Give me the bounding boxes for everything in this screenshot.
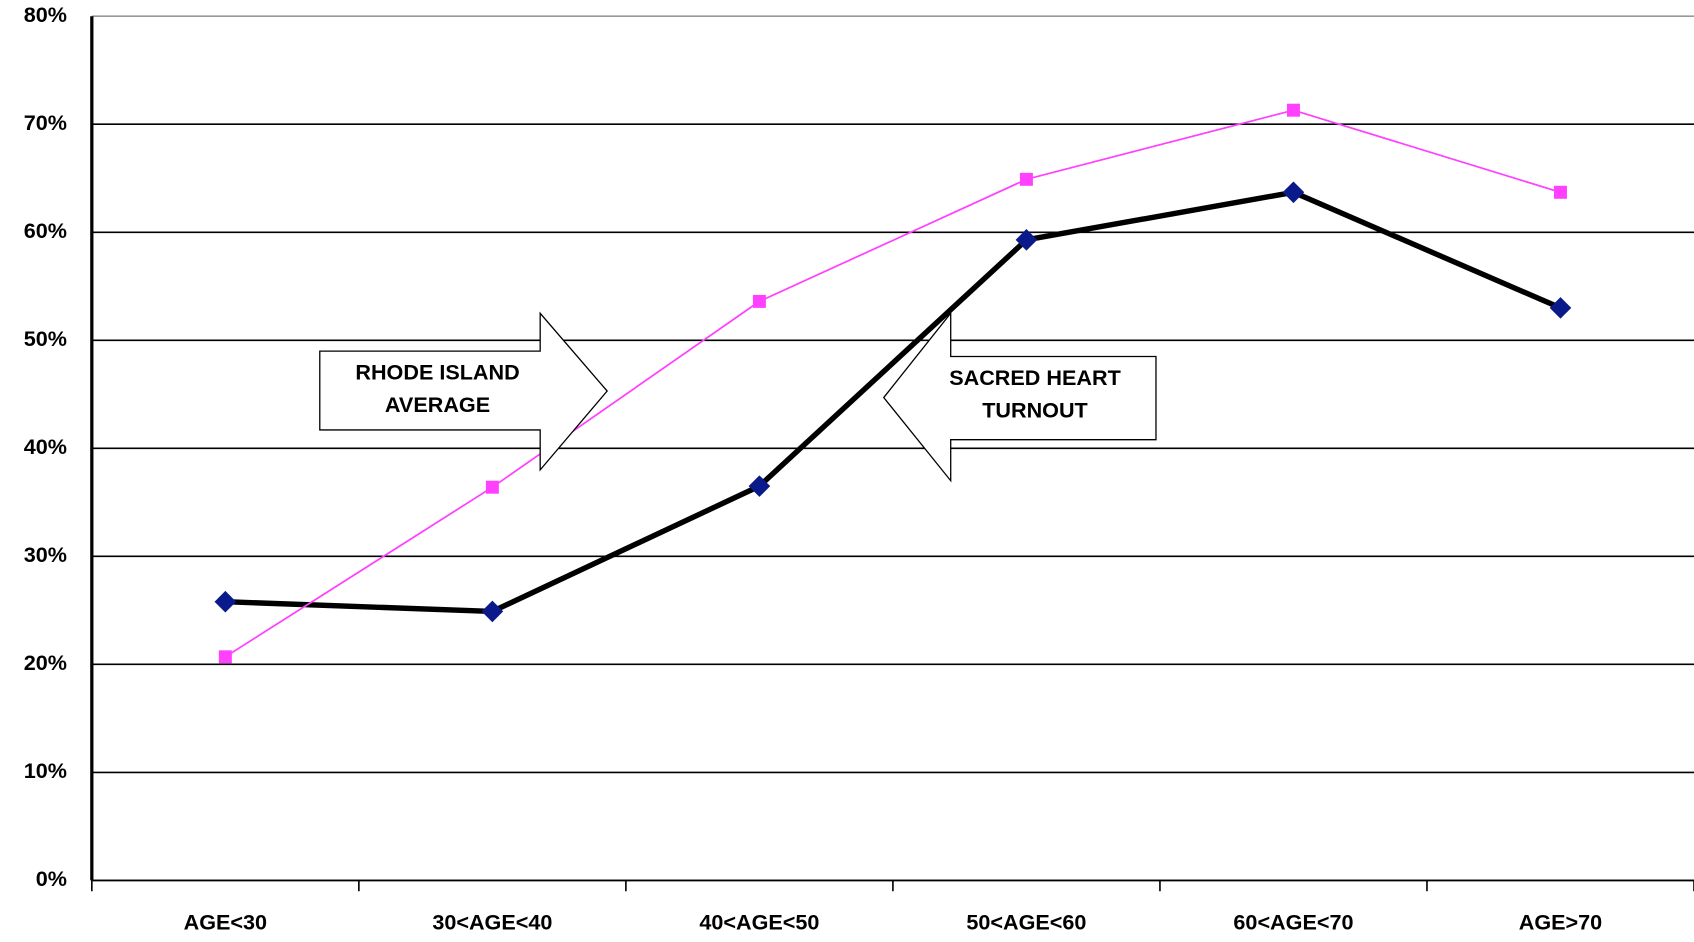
marker	[1019, 172, 1033, 186]
annotation: SACRED HEART	[949, 365, 1121, 390]
y-tick-label: 0%	[36, 866, 67, 891]
arrow-right	[319, 311, 609, 472]
y-tick-label: 30%	[24, 542, 67, 567]
marker	[1282, 181, 1305, 204]
y-tick-label: 80%	[24, 2, 67, 27]
series-line	[225, 189, 1562, 615]
x-tick-label: 60<AGE<70	[1233, 909, 1353, 934]
x-tick-label: 40<AGE<50	[699, 909, 819, 934]
y-tick-label: 70%	[24, 110, 67, 135]
marker	[1286, 103, 1300, 117]
marker	[1015, 229, 1038, 251]
annotation: TURNOUT	[982, 397, 1088, 422]
y-tick-label: 60%	[24, 218, 67, 243]
marker	[481, 600, 504, 623]
marker	[748, 475, 771, 497]
annotation: AVERAGE	[385, 392, 490, 417]
marker	[485, 480, 499, 494]
y-tick-label: 20%	[24, 650, 67, 675]
annotation: RHODE ISLAND	[355, 359, 519, 384]
marker	[752, 294, 766, 308]
arrow-left	[882, 311, 1157, 483]
series-line	[224, 109, 1561, 658]
x-tick-label: 30<AGE<40	[432, 909, 552, 934]
marker	[1554, 185, 1567, 199]
y-tick-label: 10%	[24, 758, 67, 783]
y-tick-label: 40%	[24, 434, 67, 459]
y-tick-label: 50%	[24, 326, 67, 351]
marker	[1549, 297, 1572, 319]
marker	[218, 650, 232, 664]
x-tick-label: AGE<30	[184, 909, 267, 934]
marker	[214, 590, 237, 613]
x-tick-label: AGE>70	[1519, 909, 1602, 934]
x-tick-label: 50<AGE<60	[966, 909, 1086, 934]
